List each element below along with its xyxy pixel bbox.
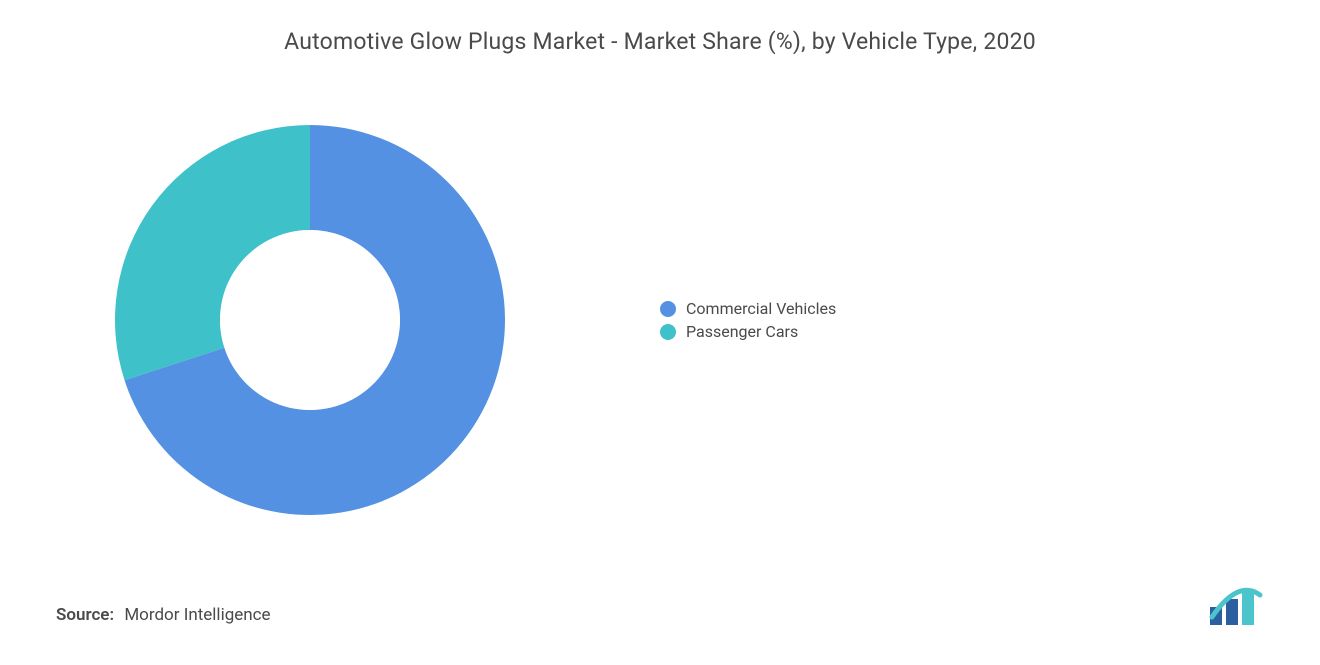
chart-column <box>0 125 620 515</box>
source-label: Source: <box>56 605 114 625</box>
chart-container: Automotive Glow Plugs Market - Market Sh… <box>0 0 1320 665</box>
chart-title: Automotive Glow Plugs Market - Market Sh… <box>0 28 1320 55</box>
legend-label-0: Commercial Vehicles <box>686 299 836 318</box>
legend-swatch-1 <box>660 324 676 340</box>
legend-label-1: Passenger Cars <box>686 322 798 341</box>
legend-swatch-0 <box>660 301 676 317</box>
source-text: Mordor Intelligence <box>124 605 270 625</box>
legend: Commercial Vehicles Passenger Cars <box>620 295 1320 345</box>
logo-bar-1 <box>1226 599 1238 625</box>
source-attribution: Source: Mordor Intelligence <box>56 605 271 625</box>
brand-logo <box>1208 585 1264 625</box>
chart-row: Commercial Vehicles Passenger Cars <box>0 55 1320 585</box>
donut-hole <box>220 230 400 410</box>
brand-logo-svg <box>1208 585 1264 625</box>
legend-item-0: Commercial Vehicles <box>660 299 1320 318</box>
logo-bar-2 <box>1242 591 1254 625</box>
title-row: Automotive Glow Plugs Market - Market Sh… <box>0 0 1320 55</box>
donut-chart <box>115 125 505 515</box>
donut-svg <box>115 125 505 515</box>
footer-row: Source: Mordor Intelligence <box>0 585 1320 665</box>
legend-item-1: Passenger Cars <box>660 322 1320 341</box>
